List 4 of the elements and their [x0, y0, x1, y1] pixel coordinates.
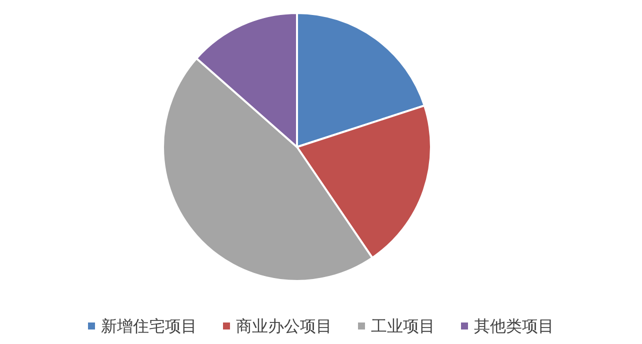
legend-label: 新增住宅项目 [101, 316, 197, 336]
legend-label: 商业办公项目 [236, 316, 332, 336]
legend-label: 工业项目 [371, 316, 435, 336]
legend-label: 其他类项目 [474, 316, 554, 336]
